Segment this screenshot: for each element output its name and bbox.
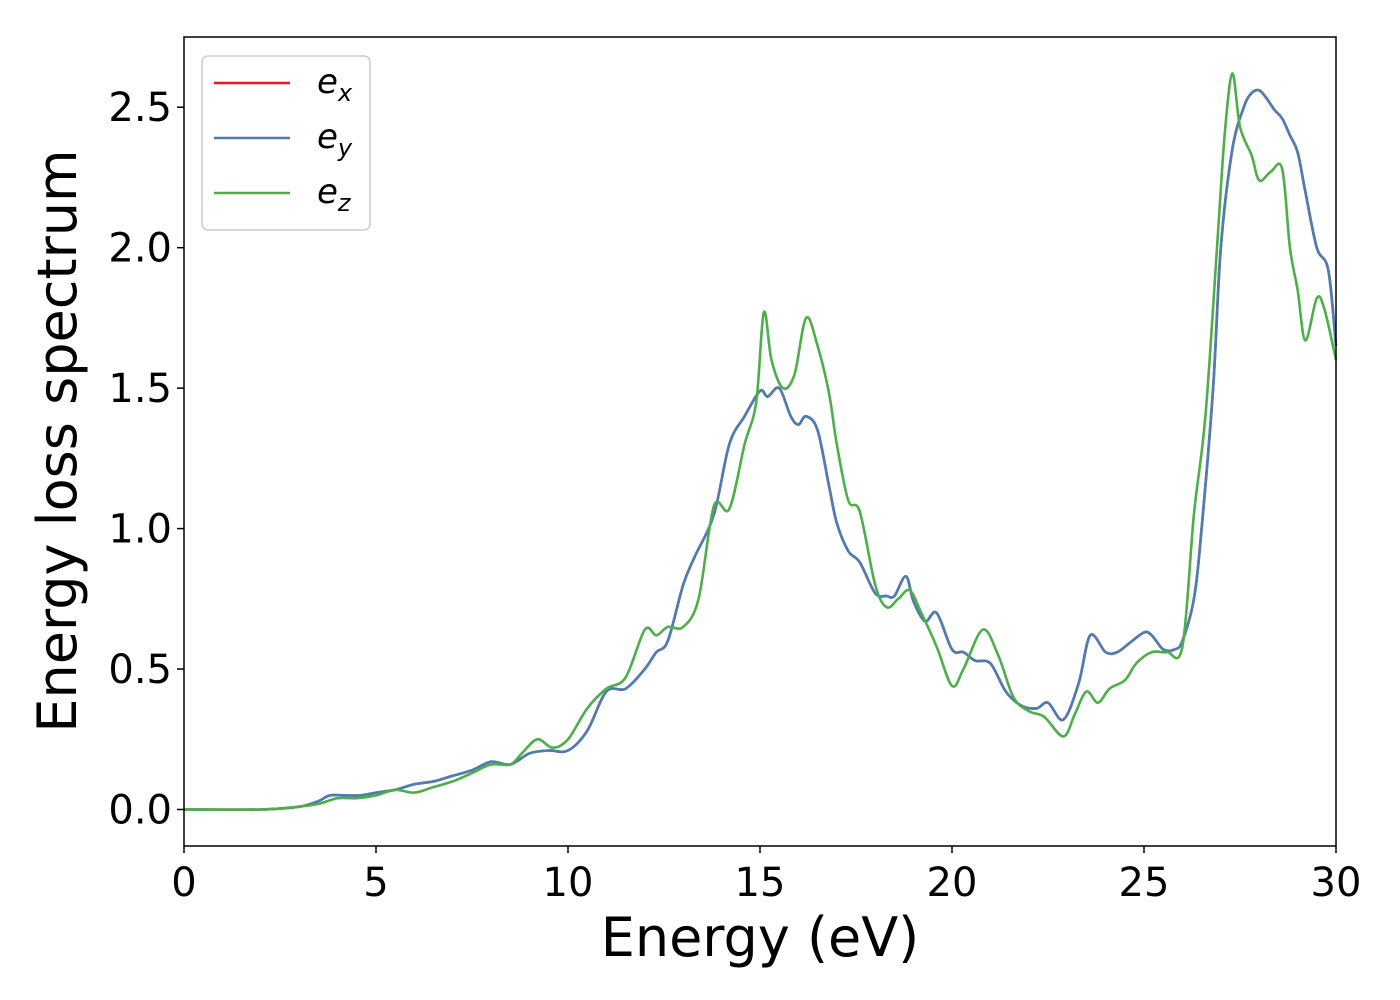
- x-tick-label: 25: [1119, 860, 1170, 906]
- x-tick-label: 30: [1311, 860, 1362, 906]
- x-axis-label: Energy (eV): [601, 906, 920, 969]
- series-layer: [183, 72, 1338, 812]
- x-tick-label: 15: [735, 860, 786, 906]
- y-tick-label: 2.0: [108, 226, 172, 272]
- x-tick-label: 5: [363, 860, 388, 906]
- x-tick-label: 10: [543, 860, 594, 906]
- x-tick-label: 0: [171, 860, 196, 906]
- series-line-z: [183, 72, 1338, 812]
- y-tick-label: 1.5: [108, 366, 172, 412]
- y-tick-label: 2.5: [108, 85, 172, 131]
- y-tick-label: 0.5: [108, 647, 172, 693]
- y-axis: 0.0 0.5 1.0 1.5 2.0 2.5: [108, 85, 184, 833]
- plot-area: [184, 37, 1336, 846]
- x-tick-label: 20: [927, 860, 978, 906]
- x-axis: 0 5 10 15 20 25 30: [171, 846, 1361, 906]
- y-tick-label: 1.0: [108, 507, 172, 553]
- y-axis-label: Energy loss spectrum: [26, 149, 89, 732]
- legend-box: [201, 55, 371, 231]
- y-tick-label: 0.0: [108, 787, 172, 833]
